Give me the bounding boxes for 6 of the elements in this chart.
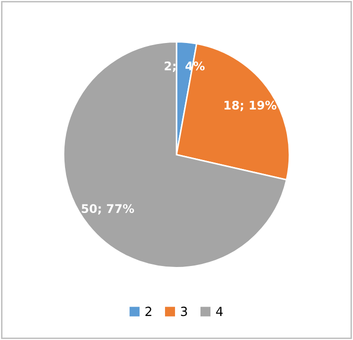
data-label: 18; 19%: [224, 100, 276, 112]
legend-label: 2: [145, 306, 152, 316]
data-label: 50; 77%: [82, 204, 134, 215]
legend-label: 4: [216, 306, 223, 316]
pie-slice: [62, 41, 288, 268]
legend-label: 3: [180, 306, 187, 316]
